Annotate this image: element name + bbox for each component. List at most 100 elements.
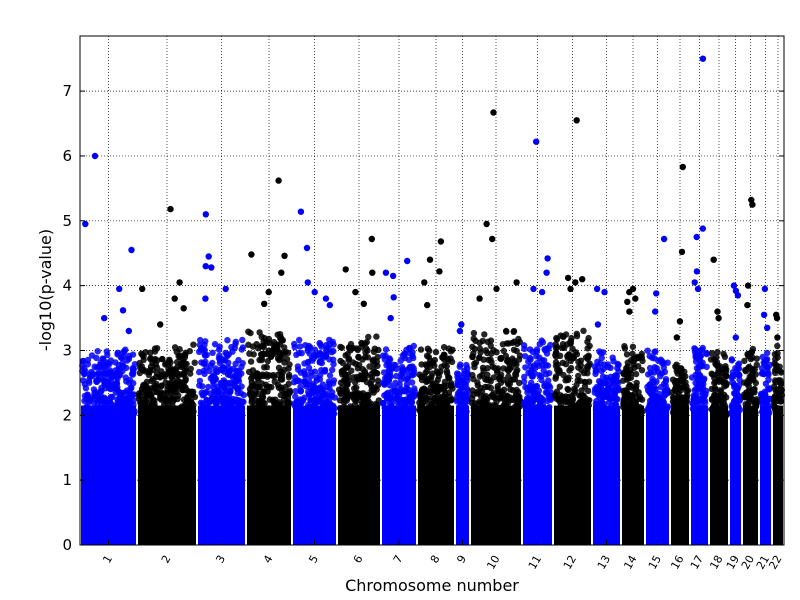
data-point	[564, 352, 571, 360]
peak-point	[567, 285, 574, 293]
data-point	[471, 360, 478, 367]
data-point	[661, 388, 668, 395]
data-point	[527, 363, 534, 370]
peak-point	[101, 314, 108, 322]
data-point	[593, 368, 600, 375]
x-tick-label: 9	[454, 553, 469, 566]
x-tick-label: 21	[754, 553, 772, 572]
data-point	[514, 366, 521, 374]
x-tick-label: 19	[724, 553, 742, 572]
data-point	[503, 407, 510, 415]
data-point	[305, 388, 312, 395]
data-point	[373, 333, 380, 340]
data-point	[262, 381, 270, 388]
data-point	[354, 410, 361, 417]
peak-point	[157, 321, 164, 328]
data-point	[760, 406, 767, 414]
data-point	[695, 372, 702, 379]
data-point	[763, 356, 771, 363]
peak-point	[691, 279, 698, 286]
data-point	[569, 345, 576, 352]
data-point	[476, 400, 483, 407]
data-point	[142, 368, 149, 375]
data-point	[424, 367, 431, 375]
x-tick-label: 7	[391, 553, 406, 566]
data-point	[295, 349, 303, 357]
data-point	[117, 371, 124, 378]
data-point	[249, 343, 257, 350]
peak-point	[176, 279, 183, 286]
data-point	[593, 410, 600, 418]
data-point	[433, 368, 440, 375]
data-point	[187, 399, 195, 406]
x-tick-label: 20	[739, 553, 757, 572]
data-point	[327, 400, 334, 408]
point-cloud-body	[646, 405, 669, 545]
data-point	[224, 337, 231, 344]
data-point	[751, 389, 758, 396]
data-point	[107, 357, 115, 364]
y-tick-label: 0	[62, 536, 72, 554]
data-point	[187, 365, 194, 372]
data-point	[426, 347, 433, 354]
data-point	[329, 366, 336, 374]
data-point	[573, 381, 580, 389]
data-point	[655, 400, 662, 407]
data-point	[612, 401, 619, 408]
data-point	[90, 386, 98, 393]
data-point	[370, 389, 377, 396]
data-point	[352, 392, 360, 399]
x-tick-label: 18	[707, 553, 725, 572]
data-point	[419, 393, 426, 400]
data-point	[152, 410, 159, 418]
peak-point	[594, 321, 602, 328]
data-point	[177, 352, 185, 359]
data-point	[285, 391, 292, 398]
data-point	[428, 373, 435, 380]
data-point	[720, 402, 727, 409]
data-point	[522, 353, 529, 360]
data-point	[765, 385, 772, 392]
peak-point	[368, 235, 375, 243]
data-points	[79, 55, 786, 545]
data-point	[496, 375, 503, 383]
data-point	[255, 408, 262, 415]
data-point	[270, 346, 278, 353]
peak-point	[139, 285, 146, 293]
data-point	[470, 335, 477, 342]
data-point	[385, 359, 392, 366]
data-point	[714, 348, 721, 356]
data-point	[497, 355, 504, 362]
data-point	[536, 341, 543, 348]
data-point	[762, 380, 770, 387]
data-point	[505, 340, 512, 347]
data-point	[91, 363, 98, 370]
data-point	[156, 395, 164, 402]
peak-point	[421, 279, 428, 286]
data-point	[575, 364, 582, 371]
peak-point	[322, 295, 330, 302]
data-point	[771, 360, 778, 367]
point-cloud-body	[418, 405, 454, 545]
data-point	[526, 354, 534, 362]
data-point	[345, 371, 352, 378]
data-point	[112, 389, 119, 396]
point-cloud-body	[81, 405, 136, 545]
data-point	[323, 347, 330, 354]
peak-point	[710, 256, 717, 263]
chromosome-9-series	[453, 321, 472, 545]
data-point	[707, 356, 715, 363]
peak-point	[760, 311, 768, 318]
data-point	[708, 350, 716, 357]
data-point	[457, 361, 464, 368]
data-point	[362, 408, 369, 416]
data-point	[175, 392, 182, 399]
data-point	[730, 398, 738, 405]
data-point	[758, 370, 766, 377]
data-point	[614, 360, 621, 368]
data-point	[226, 389, 234, 396]
data-point	[581, 383, 589, 390]
data-point	[275, 364, 283, 371]
data-point	[406, 350, 414, 357]
point-cloud-body	[593, 405, 620, 545]
